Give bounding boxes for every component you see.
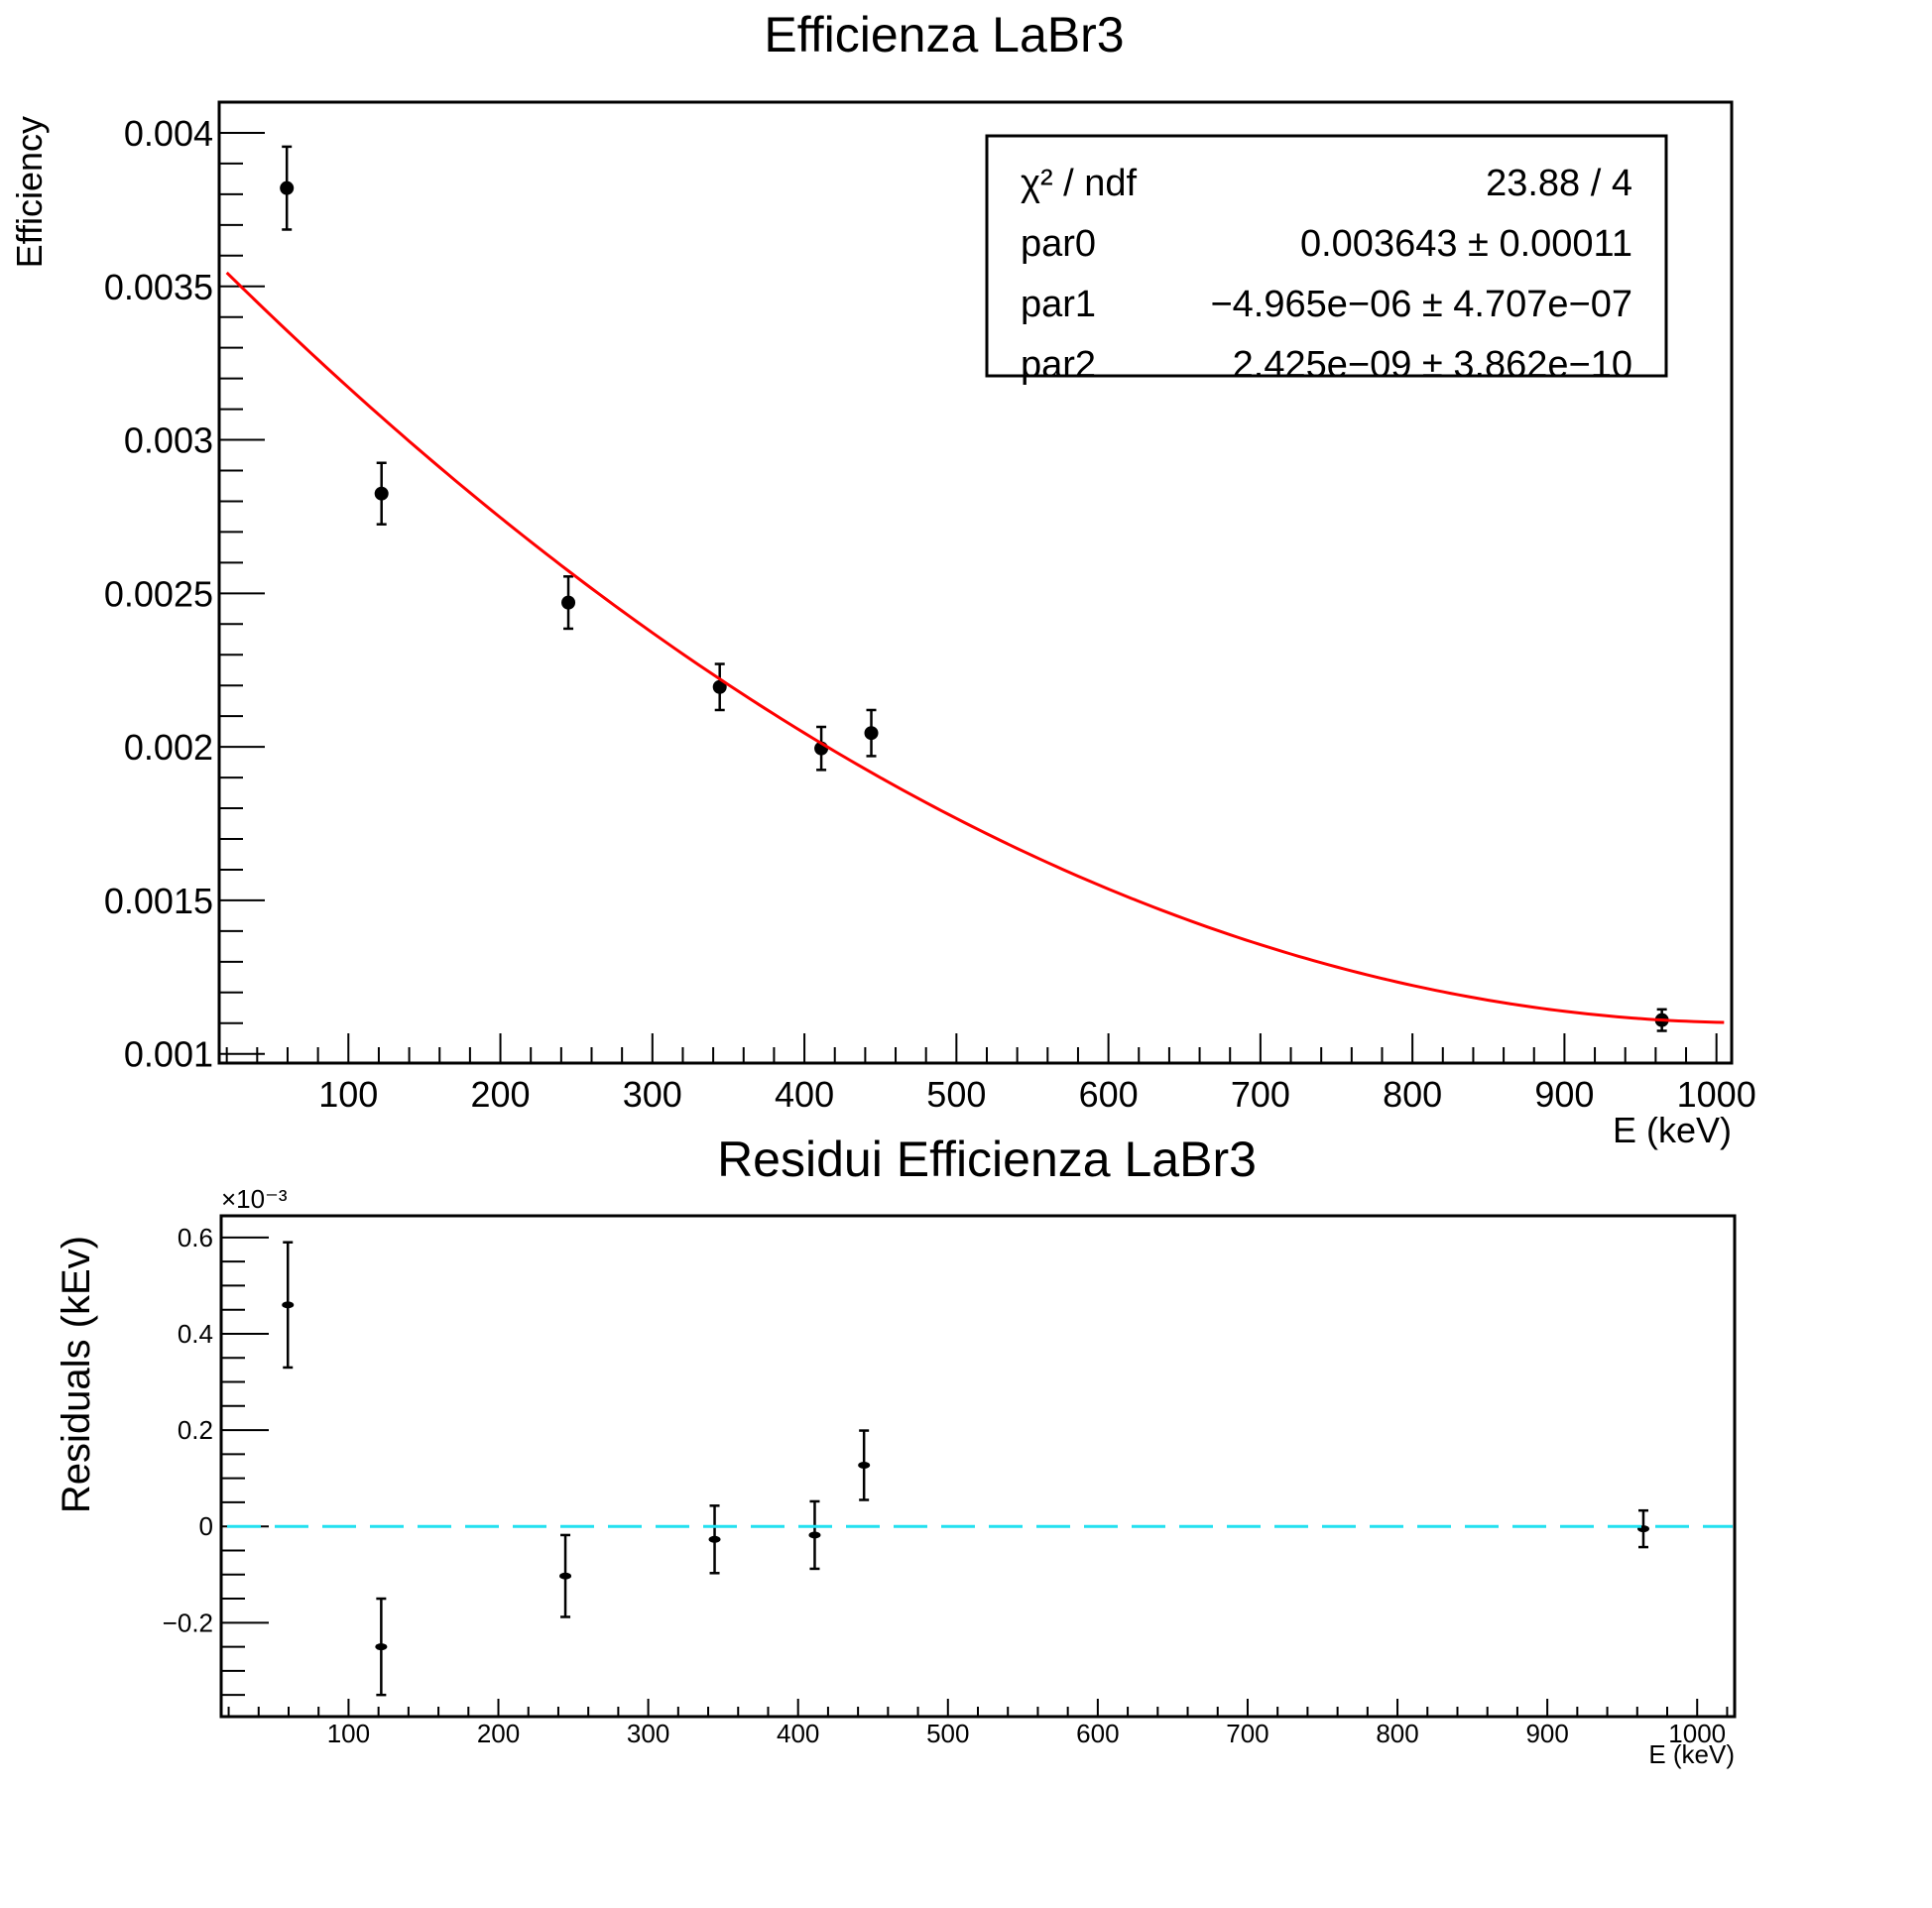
data-point	[858, 1462, 871, 1470]
data-point	[280, 180, 295, 195]
x-tick-label: 600	[1076, 1719, 1119, 1748]
x-tick-label: 400	[777, 1719, 819, 1748]
y-tick-label: 0.0025	[104, 573, 213, 614]
chart-title: Residui Efficienza LaBr3	[717, 1132, 1257, 1187]
stats-value: 2.425e−09 ± 3.862e−10	[1233, 344, 1632, 386]
data-point	[808, 1531, 821, 1539]
x-tick-label: 800	[1376, 1719, 1418, 1748]
x-tick-label: 200	[477, 1719, 520, 1748]
stats-label: par1	[1021, 284, 1096, 325]
data-point	[864, 726, 879, 741]
y-axis-label: Residuals (kEv)	[55, 1236, 98, 1513]
efficiency-panel: Efficienza LaBr3 100 200 300 400 500 600 700 800…	[9, 7, 1756, 1150]
stats-value: −4.965e−06 ± 4.707e−07	[1210, 284, 1632, 325]
y-tick-label: 0.002	[124, 727, 213, 768]
x-tick-label: 300	[627, 1719, 669, 1748]
plot-frame	[217, 100, 1734, 1065]
y-tick-label: 0.003	[124, 420, 213, 461]
x-tick-label: 500	[926, 1074, 986, 1115]
x-tick-label: 100	[327, 1719, 370, 1748]
x-tick-label: 800	[1383, 1074, 1442, 1115]
x-tick-label: 700	[1226, 1719, 1268, 1748]
y-axis-multiplier: ×10⁻³	[221, 1184, 288, 1214]
y-tick-label: 0	[199, 1511, 213, 1541]
residuals-panel: Residui Efficienza LaBr3 100 200 300 400 500 6…	[55, 1132, 1737, 1769]
x-axis-label: E (keV)	[1648, 1739, 1735, 1769]
x-tick-label: 900	[1525, 1719, 1568, 1748]
stats-value: 23.88 / 4	[1486, 163, 1632, 204]
y-tick-label: 0.6	[178, 1223, 213, 1252]
plot-frame	[219, 1214, 1737, 1719]
x-axis-label: E (keV)	[1613, 1110, 1732, 1150]
data-point	[708, 1535, 721, 1543]
x-tick-label: 1000	[1668, 1719, 1726, 1748]
y-tick-label: −0.2	[163, 1608, 213, 1637]
y-tick-label: 0.0035	[104, 267, 213, 307]
y-tick-label: 0.4	[178, 1319, 213, 1349]
x-tick-label: 400	[775, 1074, 834, 1115]
data-point	[712, 679, 727, 694]
data-point	[282, 1301, 295, 1309]
data-point	[374, 486, 389, 501]
fit-curve	[225, 271, 1725, 1024]
y-tick-label: 0.004	[124, 113, 213, 154]
data-point	[375, 1643, 388, 1651]
stats-label: par2	[1021, 344, 1096, 386]
y-tick-label: 0.2	[178, 1415, 213, 1445]
y-axis-label: Efficiency	[9, 116, 50, 268]
x-tick-label: 200	[471, 1074, 531, 1115]
x-tick-label: 100	[318, 1074, 378, 1115]
x-tick-label: 600	[1079, 1074, 1139, 1115]
y-tick-label: 0.0015	[104, 881, 213, 921]
chart-title: Efficienza LaBr3	[764, 7, 1124, 62]
stats-label: par0	[1021, 223, 1096, 265]
x-tick-label: 300	[623, 1074, 682, 1115]
x-tick-label: 1000	[1677, 1074, 1756, 1115]
x-tick-label: 900	[1534, 1074, 1594, 1115]
stats-box	[985, 134, 1668, 378]
stats-label: χ² / ndf	[1021, 163, 1138, 204]
x-tick-label: 700	[1231, 1074, 1290, 1115]
data-point	[561, 595, 576, 610]
x-tick-label: 500	[926, 1719, 969, 1748]
y-tick-label: 0.001	[124, 1034, 213, 1075]
data-point	[559, 1572, 572, 1580]
stats-value: 0.003643 ± 0.00011	[1300, 223, 1632, 265]
